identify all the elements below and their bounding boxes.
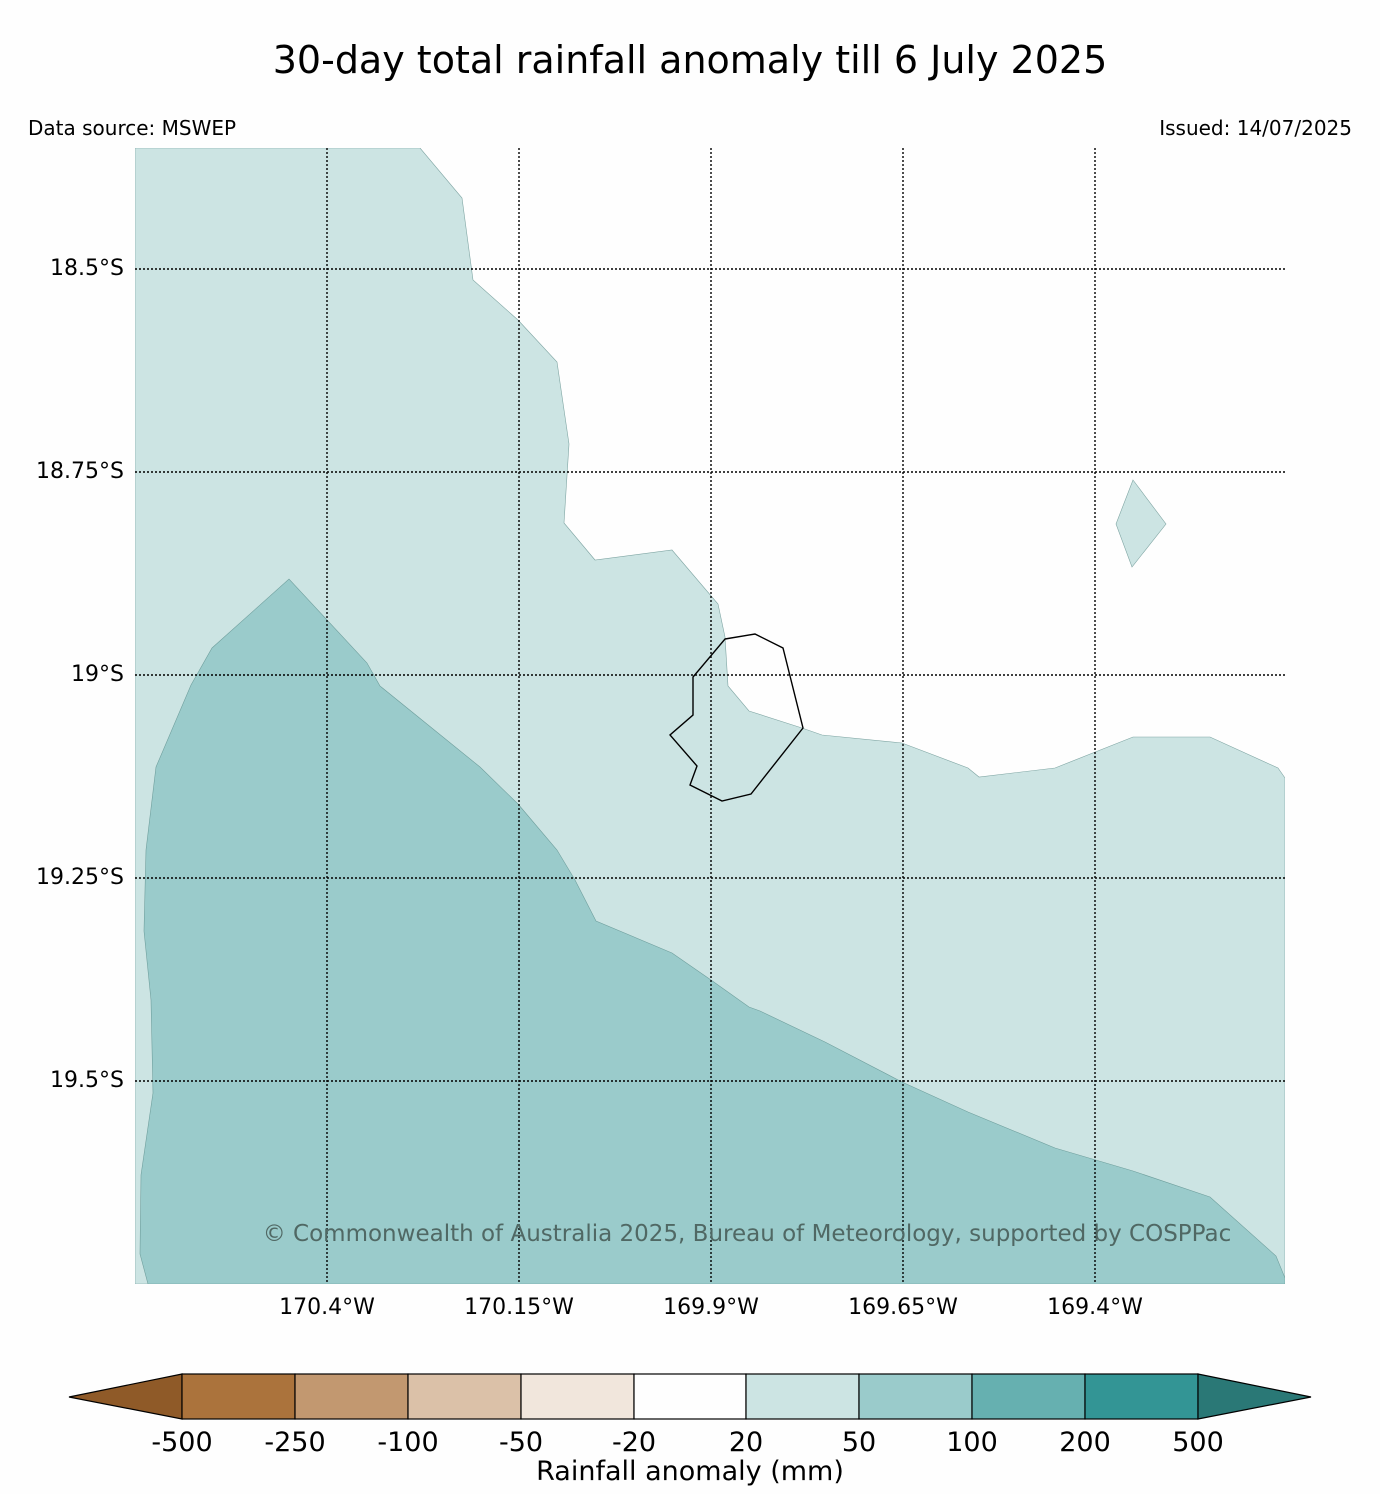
colorbar-tick-label: -20: [611, 1427, 657, 1458]
anomaly-region-20-50-islet: [1115, 479, 1167, 568]
lon-label: 170.15°W: [464, 1295, 574, 1320]
colorbar-bin: [971, 1373, 1086, 1420]
map-plot-area: [135, 148, 1285, 1284]
lon-label: 169.65°W: [848, 1295, 958, 1320]
colorbar-tick-label: 50: [841, 1427, 877, 1458]
colorbar-bin: [181, 1373, 296, 1420]
lat-label: 18.5°S: [50, 256, 124, 281]
issued-date-label: Issued: 14/07/2025: [1159, 116, 1352, 140]
colorbar-bin: [633, 1373, 747, 1420]
colorbar-tick-label: -50: [498, 1427, 544, 1458]
colorbar-tick-label: 200: [1059, 1427, 1111, 1458]
colorbar: [68, 1373, 1312, 1420]
anomaly-region-50-100: [139, 578, 1285, 1284]
colorbar-bin: [520, 1373, 635, 1420]
lat-label: 18.75°S: [36, 459, 124, 484]
colorbar-extend-low: [68, 1373, 183, 1420]
lon-label: 169.4°W: [1047, 1295, 1143, 1320]
graticule: [135, 148, 1285, 1284]
colorbar-bin: [407, 1373, 522, 1420]
lon-label: 169.9°W: [663, 1295, 759, 1320]
map-title: 30-day total rainfall anomaly till 6 Jul…: [272, 38, 1108, 82]
colorbar-tick-label: 20: [728, 1427, 764, 1458]
island-coastline: [669, 633, 804, 802]
lon-label: 170.4°W: [279, 1295, 375, 1320]
lat-label: 19.25°S: [36, 865, 124, 890]
colorbar-tick-label: -100: [377, 1427, 439, 1458]
colorbar-tick-label: -500: [151, 1427, 213, 1458]
colorbar-title: Rainfall anomaly (mm): [536, 1456, 844, 1487]
lat-label: 19.5°S: [50, 1068, 124, 1093]
lat-label: 19°S: [71, 662, 124, 687]
colorbar-bin: [1084, 1373, 1199, 1420]
colorbar-tick-label: -250: [264, 1427, 326, 1458]
data-source-label: Data source: MSWEP: [28, 116, 237, 140]
copyright-notice: © Commonwealth of Australia 2025, Bureau…: [263, 1221, 1232, 1247]
colorbar-bin: [294, 1373, 409, 1420]
colorbar-tick-label: 100: [946, 1427, 998, 1458]
colorbar-tick-label: 500: [1172, 1427, 1224, 1458]
colorbar-bin: [745, 1373, 860, 1420]
colorbar-bin: [858, 1373, 973, 1420]
colorbar-extend-high: [1197, 1373, 1312, 1420]
